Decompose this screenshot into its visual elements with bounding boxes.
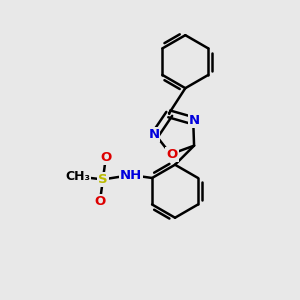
- Text: O: O: [100, 151, 112, 164]
- Text: N: N: [148, 128, 159, 141]
- Text: O: O: [94, 195, 106, 208]
- Text: NH: NH: [120, 169, 142, 182]
- Text: O: O: [167, 148, 178, 161]
- Text: S: S: [98, 173, 108, 186]
- Text: CH₃: CH₃: [65, 170, 90, 183]
- Text: N: N: [189, 114, 200, 127]
